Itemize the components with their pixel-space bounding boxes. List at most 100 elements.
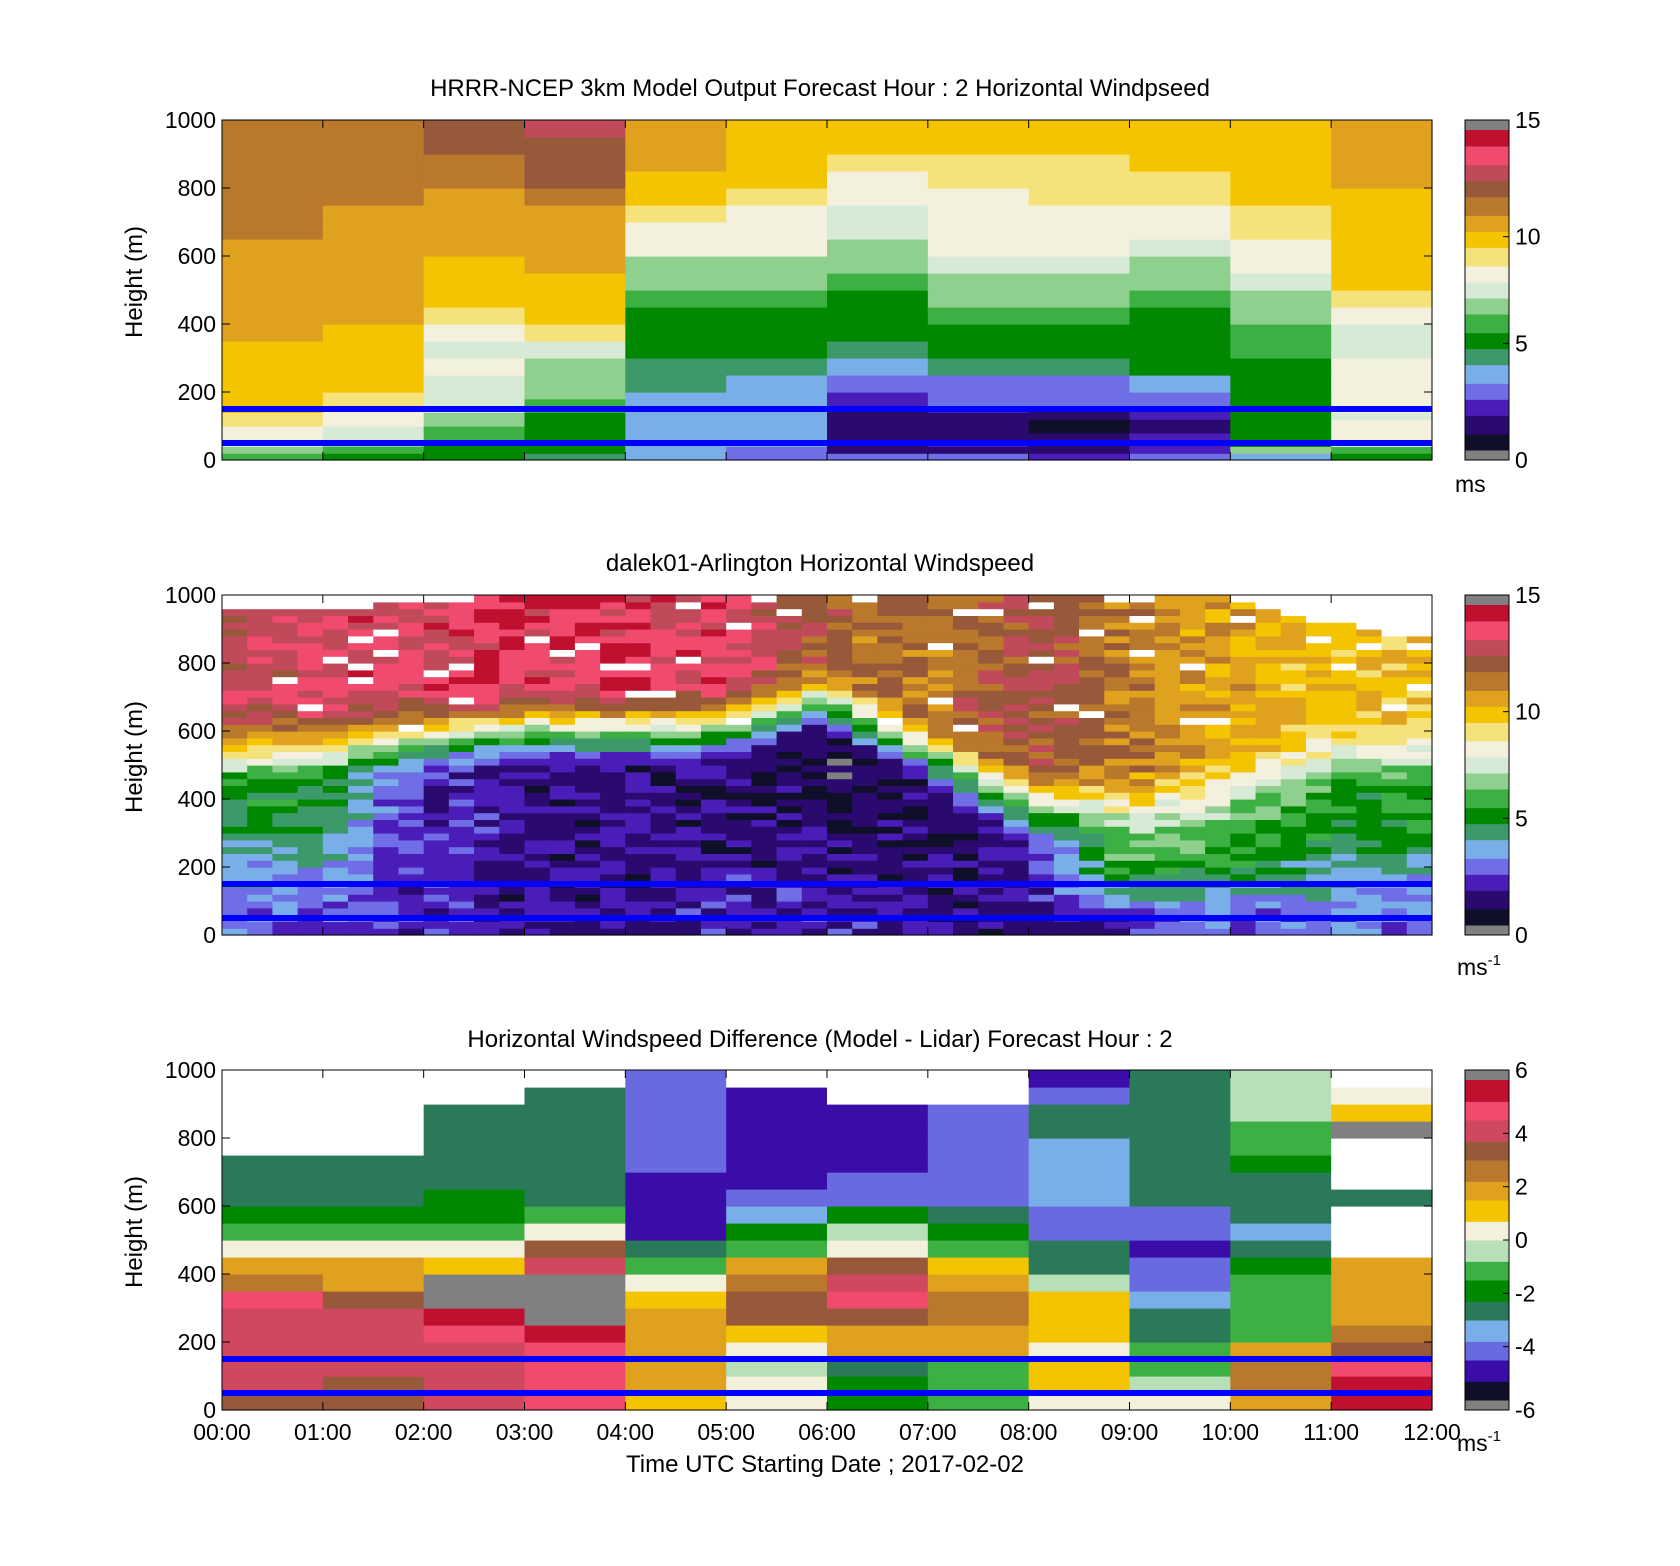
heatmap-cell xyxy=(675,921,702,929)
heatmap-cell xyxy=(398,758,425,766)
heatmap-cell xyxy=(726,1376,828,1394)
heatmap-cell xyxy=(902,717,929,725)
heatmap-cell xyxy=(348,867,374,875)
heatmap-cell xyxy=(1230,188,1332,206)
colorbar-swatch xyxy=(1465,1226,1509,1230)
heatmap-cell xyxy=(953,833,979,841)
heatmap-cell xyxy=(1079,724,1105,732)
heatmap-cell xyxy=(247,642,274,650)
heatmap-cell xyxy=(852,839,879,848)
heatmap-cell xyxy=(247,778,274,786)
heatmap-cell xyxy=(827,1189,929,1207)
heatmap-cell xyxy=(978,635,1005,644)
heatmap-cell xyxy=(222,683,248,691)
heatmap-cell xyxy=(827,324,929,342)
heatmap-cell xyxy=(322,703,349,712)
heatmap-cell xyxy=(524,1070,626,1088)
heatmap-cell xyxy=(1331,846,1357,854)
colorbar-swatch xyxy=(1465,420,1509,424)
heatmap-cell xyxy=(1205,690,1231,698)
heatmap-cell xyxy=(1179,615,1206,623)
heatmap-cell xyxy=(1028,1087,1131,1105)
heatmap-cell xyxy=(448,690,475,698)
heatmap-cell xyxy=(675,846,702,854)
heatmap-cell xyxy=(524,432,626,441)
heatmap-cell xyxy=(726,419,828,427)
heatmap-cell xyxy=(574,731,601,739)
heatmap-cell xyxy=(474,642,500,650)
colorbar-swatch xyxy=(1465,1386,1509,1390)
heatmap-cell xyxy=(474,751,500,759)
heatmap-cell xyxy=(373,805,400,814)
heatmap-cell xyxy=(675,663,702,671)
heatmap-cell xyxy=(322,649,349,657)
heatmap-cell xyxy=(1356,731,1383,739)
heatmap-cell xyxy=(1129,629,1156,637)
heatmap-cell xyxy=(1356,839,1383,848)
heatmap-cell xyxy=(1129,894,1156,902)
heatmap-cell xyxy=(978,669,1005,678)
heatmap-cell xyxy=(726,833,752,841)
heatmap-cell xyxy=(373,676,400,684)
heatmap-cell xyxy=(1129,426,1231,434)
colorbar-tick-label: 10 xyxy=(1515,699,1541,725)
heatmap-cell xyxy=(1205,622,1231,630)
heatmap-cell xyxy=(524,1223,626,1241)
heatmap-cell xyxy=(322,1257,425,1275)
heatmap-cell xyxy=(499,887,526,895)
heatmap-cell xyxy=(222,921,248,929)
heatmap-cell xyxy=(222,656,248,664)
heatmap-cell xyxy=(373,656,400,664)
heatmap-cell xyxy=(927,453,1030,461)
heatmap-cell xyxy=(625,663,652,671)
heatmap-cell xyxy=(978,690,1005,698)
heatmap-cell xyxy=(1205,669,1231,678)
heatmap-cell xyxy=(1255,839,1282,848)
y-tick-label: 0 xyxy=(203,922,216,948)
heatmap-cell xyxy=(625,894,652,902)
heatmap-cell xyxy=(423,307,526,325)
heatmap-cell xyxy=(1129,1342,1231,1360)
heatmap-cell xyxy=(1331,717,1357,725)
heatmap-cell xyxy=(348,826,374,834)
colorbar-swatch xyxy=(1465,338,1509,342)
heatmap-cell xyxy=(827,1274,929,1292)
heatmap-cell xyxy=(953,839,979,848)
heatmap-cell xyxy=(801,867,828,875)
heatmap-cell xyxy=(953,853,979,861)
heatmap-cell xyxy=(398,731,425,739)
heatmap-cell xyxy=(902,792,929,800)
heatmap-cell xyxy=(272,799,299,807)
heatmap-cell xyxy=(1280,710,1307,718)
heatmap-cell xyxy=(827,642,853,650)
heatmap-cell xyxy=(222,1206,324,1224)
colorbar-swatch xyxy=(1465,1144,1509,1148)
heatmap-cell xyxy=(827,398,929,407)
heatmap-cell xyxy=(222,412,324,420)
heatmap-cell xyxy=(474,860,500,868)
heatmap-cell xyxy=(978,901,1005,909)
heatmap-cell xyxy=(549,758,576,766)
heatmap-cell xyxy=(222,426,324,434)
heatmap-cell xyxy=(625,137,727,155)
heatmap-cell xyxy=(322,1308,425,1326)
heatmap-cell xyxy=(1003,901,1030,909)
heatmap-cell xyxy=(1003,751,1030,759)
heatmap-cell xyxy=(1053,710,1080,718)
heatmap-cell xyxy=(524,663,551,671)
colorbar-swatch xyxy=(1465,805,1509,809)
heatmap-cell xyxy=(398,928,425,936)
heatmap-cell xyxy=(902,901,929,909)
heatmap-cell xyxy=(1205,778,1231,786)
heatmap-cell xyxy=(222,819,248,827)
colorbar-swatch xyxy=(1465,300,1509,304)
colorbar-swatch xyxy=(1465,308,1509,312)
heatmap-cell xyxy=(322,171,425,189)
x-tick-label: 09:00 xyxy=(1101,1419,1159,1445)
heatmap-cell xyxy=(423,273,526,291)
heatmap-cell xyxy=(1053,785,1080,793)
colorbar-swatch xyxy=(1465,252,1509,256)
heatmap-cell xyxy=(953,622,979,630)
heatmap-cell xyxy=(499,635,526,644)
heatmap-cell xyxy=(776,839,803,848)
